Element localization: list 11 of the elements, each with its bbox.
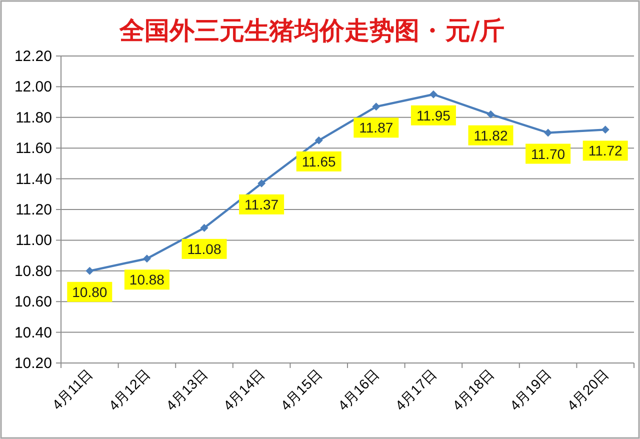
- title: 全国外三元生猪均价走势图 · 元/斤: [119, 16, 505, 45]
- data-label: 11.65: [302, 153, 336, 170]
- data-label: 11.72: [588, 142, 623, 159]
- data-label: 10.88: [129, 272, 165, 288]
- data-label: 11.95: [416, 107, 451, 124]
- data-label: 10.80: [72, 284, 108, 300]
- data-label: 11.82: [474, 127, 508, 144]
- data-label: 11.08: [187, 240, 222, 257]
- data-label: 11.37: [244, 196, 279, 212]
- data-label: 11.87: [359, 120, 394, 136]
- data-label: 11.70: [531, 146, 566, 162]
